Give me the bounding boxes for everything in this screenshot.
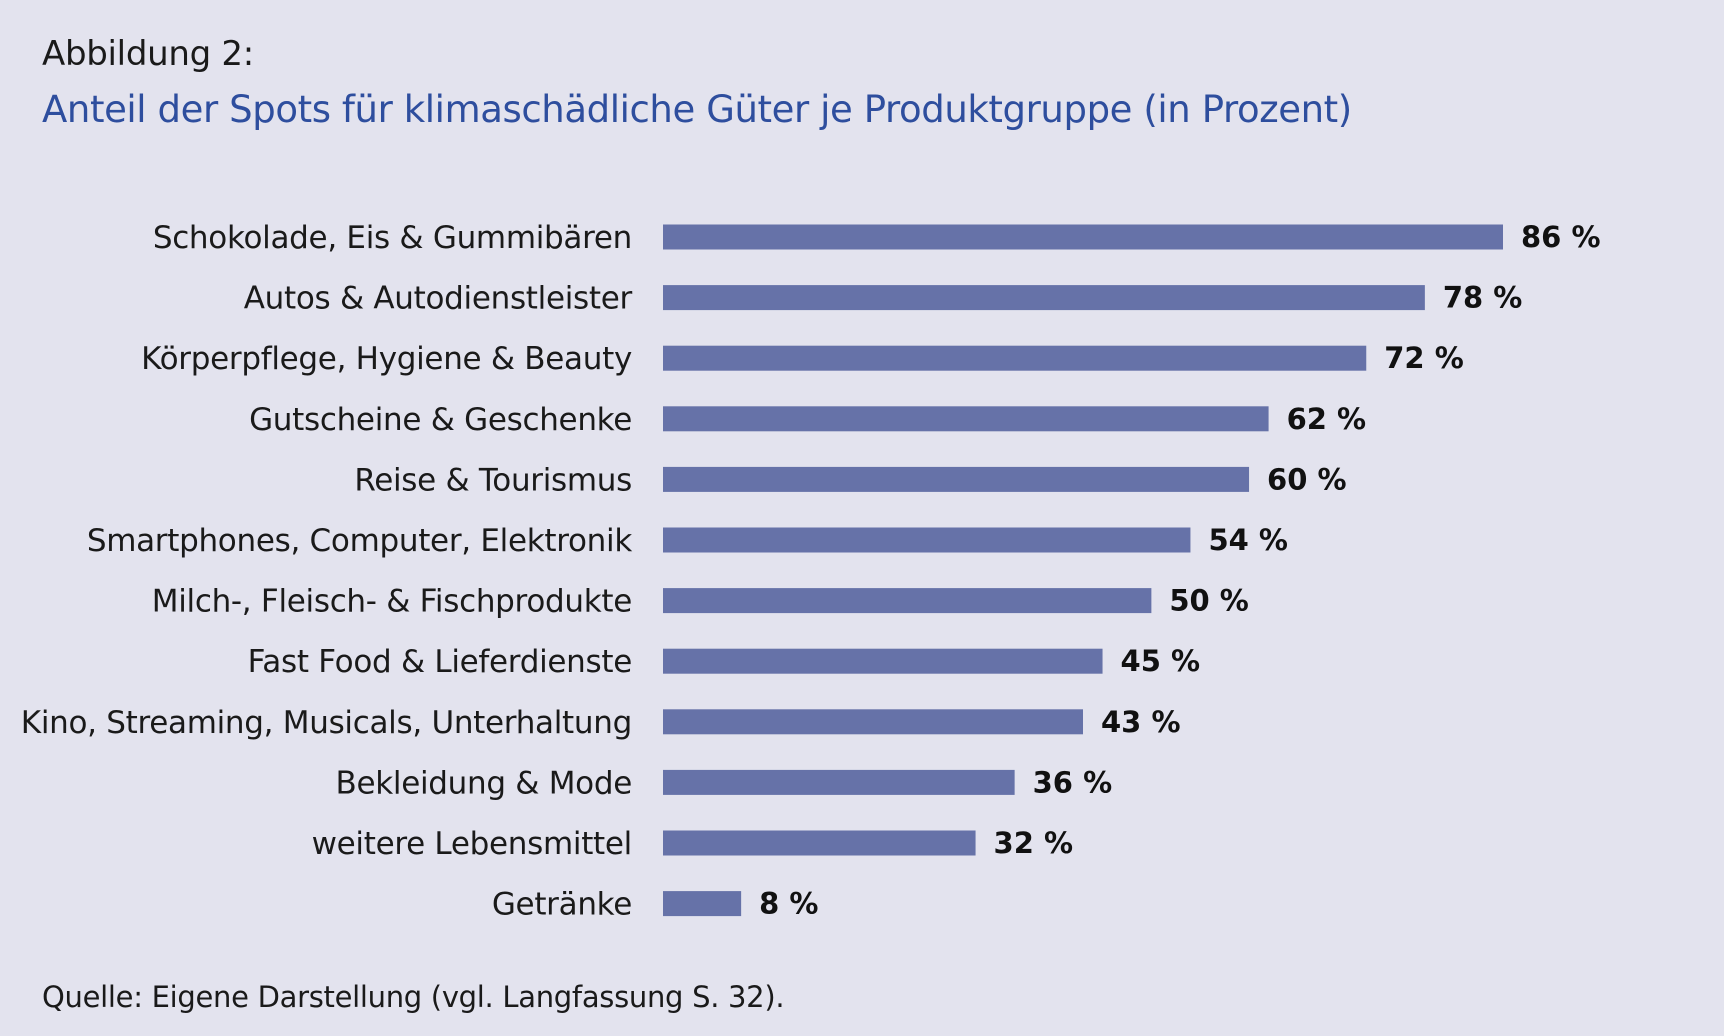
category-label: Gutscheine & Geschenke: [249, 402, 632, 438]
category-label: weitere Lebensmittel: [312, 826, 632, 862]
category-label: Smartphones, Computer, Elektronik: [87, 523, 633, 559]
value-label: 54 %: [1208, 523, 1288, 557]
bar: [663, 709, 1083, 735]
category-label: Reise & Tourismus: [354, 462, 632, 498]
bar: [663, 345, 1367, 371]
value-label: 86 %: [1521, 220, 1601, 254]
bar: [663, 285, 1425, 311]
value-label: 60 %: [1267, 462, 1347, 496]
source-note: Quelle: Eigene Darstellung (vgl. Langfas…: [42, 980, 785, 1014]
chart-title: Anteil der Spots für klimaschädliche Güt…: [42, 88, 1352, 131]
bar: [663, 224, 1503, 250]
bar: [663, 406, 1269, 432]
bar: [663, 648, 1103, 674]
value-label: 62 %: [1287, 402, 1367, 436]
category-label: Fast Food & Lieferdienste: [248, 644, 632, 680]
bar: [663, 830, 976, 856]
category-label: Bekleidung & Mode: [336, 765, 632, 801]
bar: [663, 588, 1152, 614]
category-label: Schokolade, Eis & Gummibären: [153, 220, 632, 256]
category-label: Milch-, Fleisch- & Fischprodukte: [152, 584, 632, 620]
value-label: 32 %: [994, 826, 1074, 860]
value-label: 8 %: [759, 887, 818, 921]
figure-label: Abbildung 2:: [42, 34, 254, 74]
bar: [663, 466, 1250, 492]
bar: [663, 527, 1191, 553]
value-label: 78 %: [1443, 281, 1523, 315]
bar: [663, 769, 1015, 795]
value-label: 36 %: [1033, 765, 1113, 799]
value-label: 72 %: [1384, 341, 1464, 375]
category-label: Kino, Streaming, Musicals, Unterhaltung: [21, 705, 632, 741]
value-label: 50 %: [1169, 584, 1249, 618]
category-label: Getränke: [492, 887, 632, 923]
value-label: 43 %: [1101, 705, 1181, 739]
value-label: 45 %: [1121, 644, 1201, 678]
bar: [663, 891, 742, 917]
category-label: Körperpflege, Hygiene & Beauty: [141, 341, 632, 377]
category-label: Autos & Autodienstleister: [244, 281, 633, 317]
